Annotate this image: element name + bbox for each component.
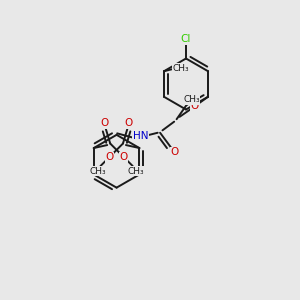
Text: CH₃: CH₃ — [128, 167, 144, 176]
Text: CH₃: CH₃ — [173, 64, 189, 73]
Text: O: O — [125, 118, 133, 128]
Text: Cl: Cl — [181, 34, 191, 44]
Text: O: O — [120, 152, 128, 162]
Text: O: O — [190, 101, 199, 111]
Text: CH₃: CH₃ — [89, 167, 106, 176]
Text: CH₃: CH₃ — [183, 95, 200, 104]
Text: HN: HN — [133, 131, 148, 141]
Text: O: O — [105, 152, 114, 162]
Text: O: O — [170, 147, 178, 157]
Text: O: O — [100, 118, 108, 128]
